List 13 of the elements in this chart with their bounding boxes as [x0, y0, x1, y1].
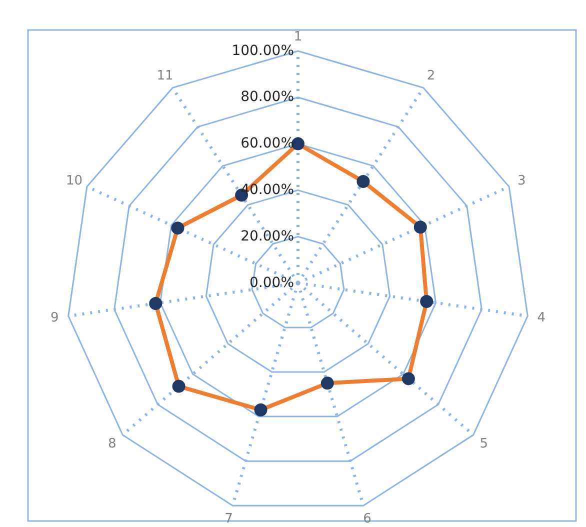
y-tick-label: 80.00%: [240, 89, 294, 106]
spoke-label: 2: [426, 68, 436, 84]
spoke-label: 3: [518, 173, 526, 188]
spoke-label: 9: [50, 310, 59, 326]
spoke-label: 8: [108, 436, 116, 452]
y-tick-label: 20.00%: [240, 228, 294, 244]
spoke-label: 10: [66, 173, 83, 188]
y-tick-label: 0.00%: [250, 274, 294, 291]
y-tick-label: 100.00%: [232, 42, 294, 59]
spoke-label: 5: [480, 436, 488, 452]
spoke-label: 1: [294, 30, 302, 45]
spoke-label: 4: [537, 310, 546, 326]
spoke-label: 11: [156, 68, 174, 84]
